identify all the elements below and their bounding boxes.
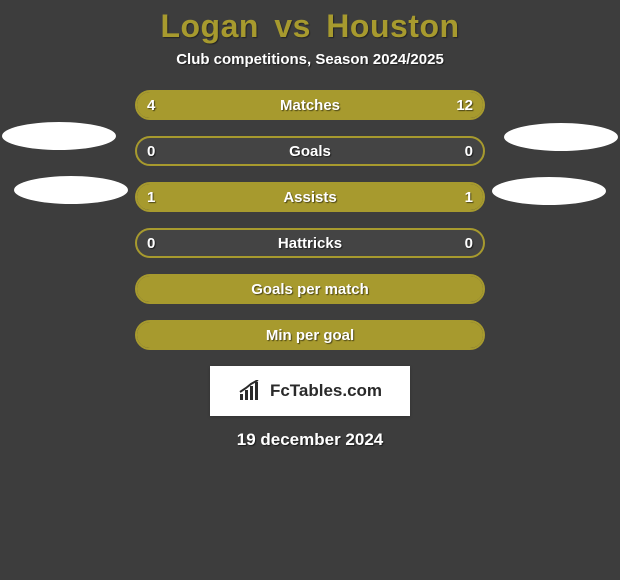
- stat-label: Goals: [137, 138, 483, 164]
- stat-label: Goals per match: [137, 276, 483, 302]
- decor-ellipse-left-1: [2, 122, 116, 150]
- stat-row: 1Assists1: [135, 182, 485, 212]
- chart-icon: [238, 380, 264, 402]
- stat-label: Assists: [137, 184, 483, 210]
- comparison-card: Logan vs Houston Club competitions, Seas…: [0, 0, 620, 580]
- stat-label: Hattricks: [137, 230, 483, 256]
- decor-ellipse-right-1: [504, 123, 618, 151]
- stat-label: Min per goal: [137, 322, 483, 348]
- stat-row: Goals per match: [135, 274, 485, 304]
- stat-value-right: 0: [465, 230, 473, 256]
- stat-value-right: 1: [465, 184, 473, 210]
- player-left-name: Logan: [160, 8, 258, 44]
- stat-value-right: 0: [465, 138, 473, 164]
- stat-row: 4Matches12: [135, 90, 485, 120]
- date-line: 19 december 2024: [0, 430, 620, 450]
- decor-ellipse-right-2: [492, 177, 606, 205]
- page-title: Logan vs Houston: [0, 8, 620, 45]
- stat-row: 0Goals0: [135, 136, 485, 166]
- logo-text: FcTables.com: [270, 381, 382, 401]
- stat-rows: 4Matches120Goals01Assists10Hattricks0Goa…: [135, 90, 485, 350]
- title-separator: vs: [274, 8, 311, 44]
- stat-value-right: 12: [456, 92, 473, 118]
- subtitle: Club competitions, Season 2024/2025: [0, 51, 620, 68]
- player-right-name: Houston: [326, 8, 459, 44]
- stat-row: Min per goal: [135, 320, 485, 350]
- decor-ellipse-left-2: [14, 176, 128, 204]
- stat-label: Matches: [137, 92, 483, 118]
- stat-row: 0Hattricks0: [135, 228, 485, 258]
- logo-box: FcTables.com: [210, 366, 410, 416]
